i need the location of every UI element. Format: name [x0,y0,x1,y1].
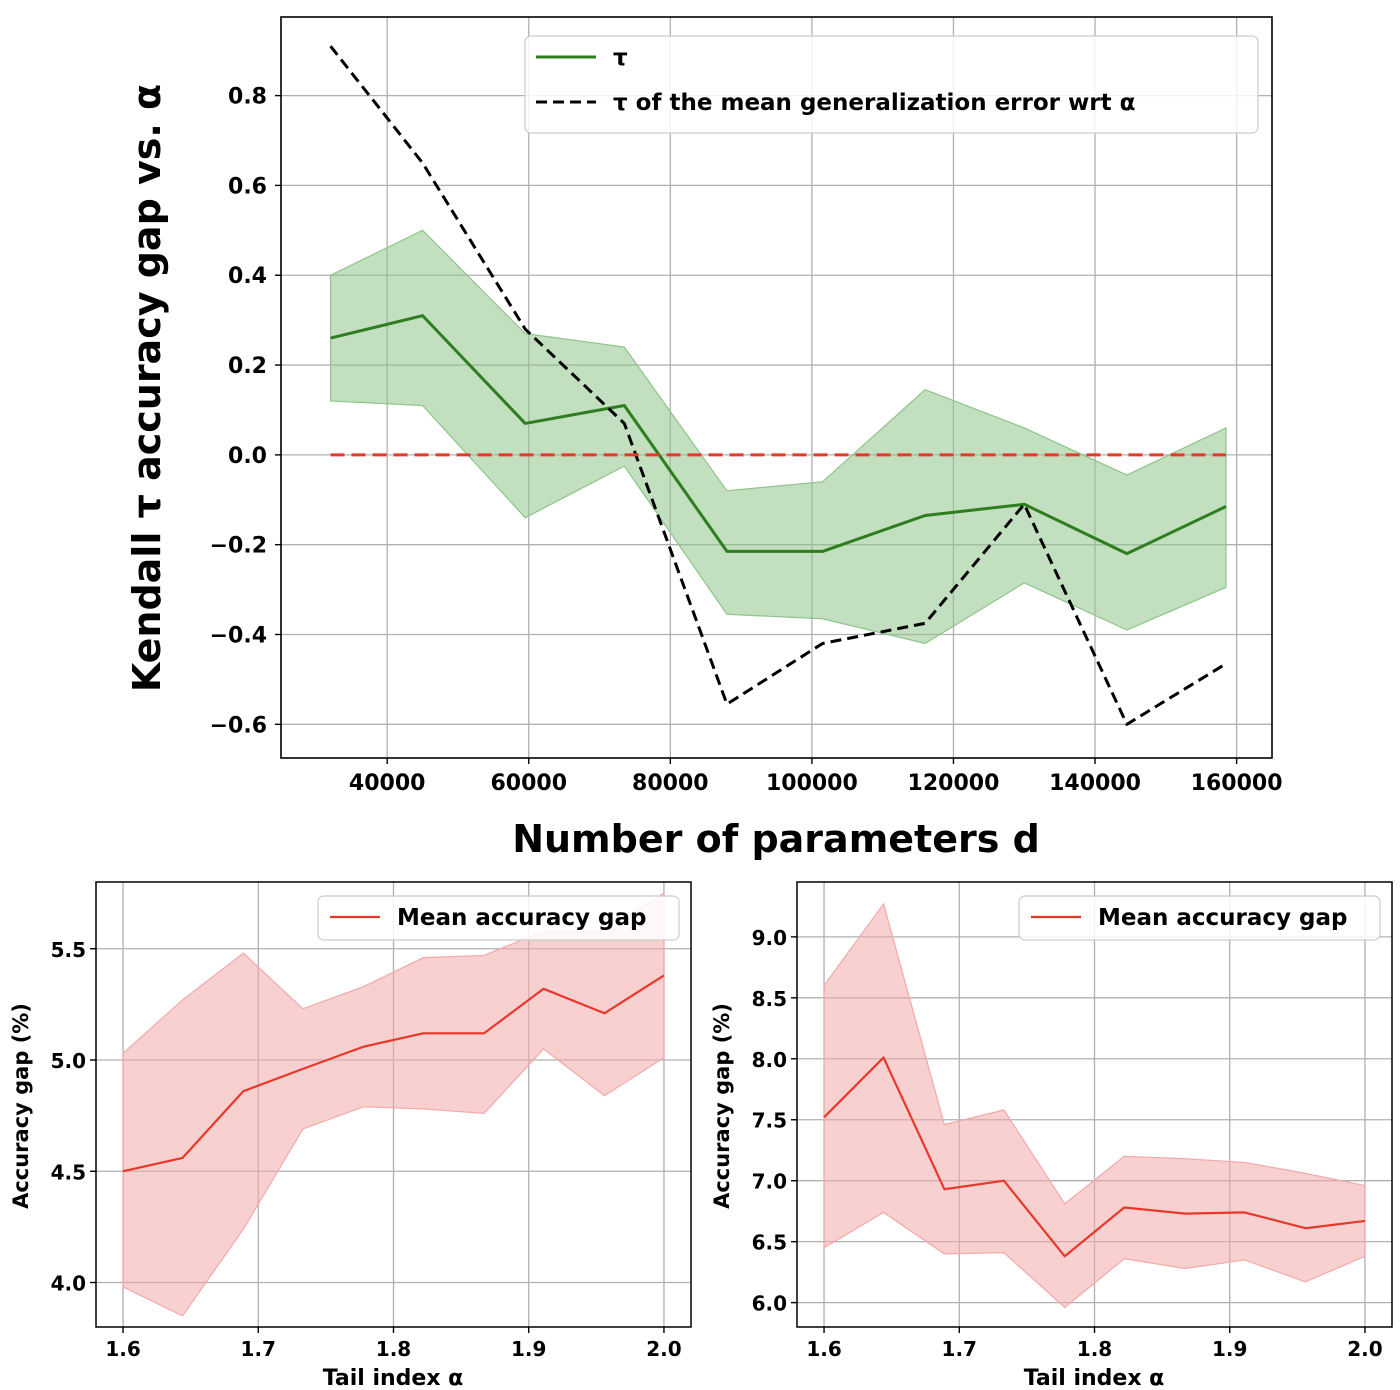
bl-legend: Mean accuracy gap [317,895,680,941]
top-xticks: 40000 60000 80000 100000 120000 140000 160000 [349,758,1283,796]
top-ytick-label-7: 0.8 [228,85,267,110]
br-ytick-label-2: 7.0 [752,1170,787,1194]
br-series-layer [823,1056,1366,1258]
br-xtick-label-2: 1.8 [1077,1337,1112,1361]
bl-ytick-label-2: 5.0 [51,1049,86,1073]
top-xtick-label-2: 80000 [632,771,709,796]
br-line-series-0 [823,1056,1366,1258]
top-band-0 [329,229,1227,645]
br-ytick-label-1: 6.5 [752,1231,787,1255]
bl-series-layer [122,974,665,1173]
br-ytick-label-4: 8.0 [752,1048,787,1072]
bl-xticks: 1.6 1.7 1.8 1.9 2.0 [105,1327,682,1361]
br-ytick-label-0: 6.0 [752,1292,787,1316]
top-ytick-label-1: −0.4 [210,624,267,649]
bl-ytick-label-1: 4.5 [51,1160,86,1184]
top-line-series-1 [329,45,1227,726]
bl-xtick-label-1: 1.7 [241,1337,276,1361]
top-xtick-label-6: 160000 [1191,771,1283,796]
br-xticks: 1.6 1.7 1.8 1.9 2.0 [806,1327,1383,1361]
bl-xtick-label-3: 1.9 [511,1337,546,1361]
top-ytick-label-6: 0.6 [228,174,267,199]
top-xtick-label-0: 40000 [349,771,426,796]
br-band-layer [823,902,1366,1309]
top-plot-frame [280,16,1273,759]
top-line-series-0 [330,314,1227,556]
top-ytick-label-2: −0.2 [210,534,267,559]
bl-ytick-label-0: 4.0 [51,1272,86,1296]
top-legend-label-mean-error: τ of the mean generalization error wrt α [613,90,1135,116]
br-y-axis-label: Accuracy gap (%) [710,1003,734,1209]
bl-xtick-label-0: 1.6 [105,1337,140,1361]
br-xtick-label-1: 1.7 [942,1337,977,1361]
accuracy-gap-right-chart: 1.6 1.7 1.8 1.9 2.0 6.0 6.5 7.0 7.5 8.0 8.5 9.0 Ta… [710,881,1393,1390]
top-ytick-label-3: 0.0 [228,444,267,469]
br-legend-box [1018,895,1381,941]
accuracy-gap-left-chart: 1.6 1.7 1.8 1.9 2.0 4.0 4.5 5.0 5.5 Tail index … [9,881,692,1390]
top-xtick-label-5: 140000 [1049,771,1141,796]
br-xtick-label-4: 2.0 [1347,1337,1382,1361]
top-ytick-label-5: 0.4 [228,264,267,289]
bl-y-axis-label: Accuracy gap (%) [9,1003,33,1209]
top-ytick-label-4: 0.2 [228,354,267,379]
br-xtick-label-0: 1.6 [806,1337,841,1361]
br-band-0 [823,902,1366,1309]
br-legend: Mean accuracy gap [1018,895,1381,941]
top-legend: τ τ of the mean generalization error wrt… [524,35,1259,134]
top-xtick-label-4: 120000 [908,771,1000,796]
bl-yticks: 4.0 4.5 5.0 5.5 [51,938,96,1296]
top-xtick-label-1: 60000 [490,771,567,796]
top-legend-box [524,35,1259,134]
bl-legend-box [317,895,680,941]
bl-xtick-label-4: 2.0 [646,1337,681,1361]
top-band-layer [329,229,1227,645]
top-series-layer [329,45,1227,726]
br-ytick-label-5: 8.5 [752,987,787,1011]
bl-xtick-label-2: 1.8 [376,1337,411,1361]
br-legend-label: Mean accuracy gap [1098,905,1348,931]
bl-legend-label: Mean accuracy gap [397,905,647,931]
bl-ytick-label-3: 5.5 [51,938,86,962]
br-ytick-label-3: 7.5 [752,1109,787,1133]
br-x-axis-label: Tail index α [1024,1366,1165,1390]
kendall-tau-chart: 40000 60000 80000 100000 120000 140000 160000 … [125,16,1283,861]
top-y-axis-label: Kendall τ accuracy gap vs. α [125,84,169,692]
br-ytick-label-6: 9.0 [752,926,787,950]
top-xtick-label-3: 100000 [766,771,858,796]
br-yticks: 6.0 6.5 7.0 7.5 8.0 8.5 9.0 [752,926,797,1316]
br-xtick-label-3: 1.9 [1212,1337,1247,1361]
top-ytick-label-0: −0.6 [210,713,267,738]
bl-line-series-0 [122,974,665,1173]
top-x-axis-label: Number of parameters d [512,817,1040,861]
bl-x-axis-label: Tail index α [323,1366,464,1390]
top-yticks: −0.6 −0.4 −0.2 0.0 0.2 0.4 0.6 0.8 [210,85,281,738]
top-legend-label-tau: τ [613,45,628,71]
